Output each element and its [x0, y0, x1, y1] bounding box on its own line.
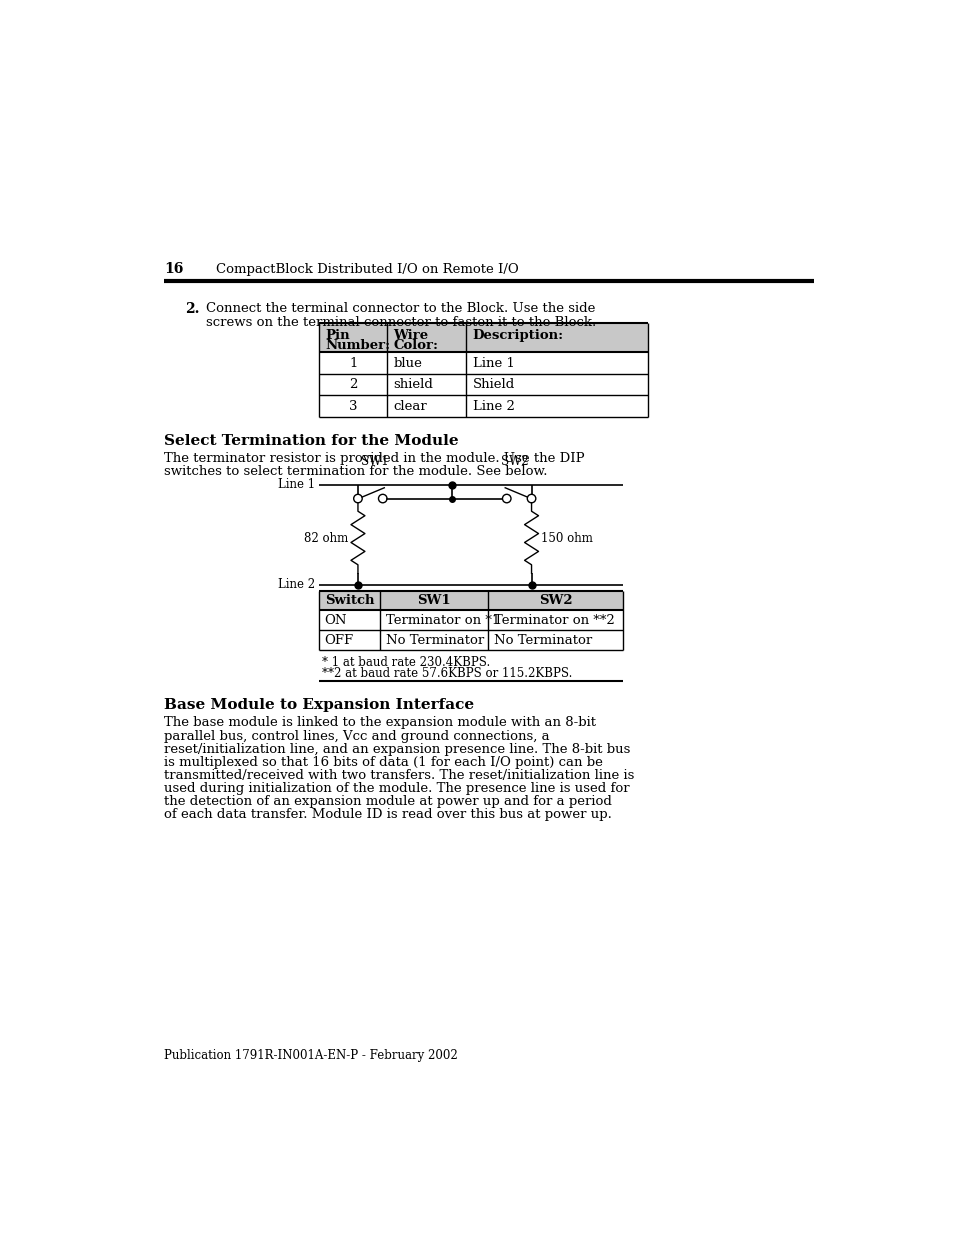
Text: SW1: SW1: [416, 594, 450, 608]
Text: OFF: OFF: [323, 634, 353, 647]
Text: Color:: Color:: [394, 340, 438, 352]
Text: Shield: Shield: [472, 378, 515, 391]
Bar: [319, 592, 622, 610]
Text: of each data transfer. Module ID is read over this bus at power up.: of each data transfer. Module ID is read…: [164, 808, 612, 821]
Text: Switch: Switch: [324, 594, 374, 608]
Text: No Terminator: No Terminator: [494, 634, 592, 647]
Text: 2: 2: [349, 378, 357, 391]
Text: parallel bus, control lines, Vcc and ground connections, a: parallel bus, control lines, Vcc and gro…: [164, 730, 549, 742]
Text: reset/initialization line, and an expansion presence line. The 8-bit bus: reset/initialization line, and an expans…: [164, 742, 630, 756]
Text: 1: 1: [349, 357, 357, 369]
Text: The base module is linked to the expansion module with an 8-bit: The base module is linked to the expansi…: [164, 716, 596, 730]
Text: is multiplexed so that 16 bits of data (1 for each I/O point) can be: is multiplexed so that 16 bits of data (…: [164, 756, 602, 768]
Text: Publication 1791R-IN001A-EN-P - February 2002: Publication 1791R-IN001A-EN-P - February…: [164, 1050, 457, 1062]
Text: Line 2: Line 2: [278, 578, 315, 592]
Text: screws on the terminal connector to fasten it to the Block.: screws on the terminal connector to fast…: [206, 316, 596, 329]
Text: 82 ohm: 82 ohm: [304, 531, 348, 545]
Text: transmitted/received with two transfers. The reset/initialization line is: transmitted/received with two transfers.…: [164, 769, 634, 782]
Text: Line 1: Line 1: [278, 478, 315, 492]
Text: 3: 3: [349, 400, 357, 412]
Text: CompactBlock Distributed I/O on Remote I/O: CompactBlock Distributed I/O on Remote I…: [216, 263, 518, 275]
Text: SW1: SW1: [361, 454, 389, 468]
Text: Number:: Number:: [325, 340, 390, 352]
Text: switches to select termination for the module. See below.: switches to select termination for the m…: [164, 466, 547, 478]
Text: * 1 at baud rate 230.4KBPS.: * 1 at baud rate 230.4KBPS.: [322, 656, 490, 669]
Text: Wire: Wire: [394, 330, 428, 342]
Text: Pin: Pin: [325, 330, 350, 342]
Text: blue: blue: [394, 357, 422, 369]
Text: Connect the terminal connector to the Block. Use the side: Connect the terminal connector to the Bl…: [206, 303, 595, 315]
Text: shield: shield: [394, 378, 433, 391]
Text: Base Module to Expansion Interface: Base Module to Expansion Interface: [164, 698, 474, 713]
Text: SW2: SW2: [500, 454, 528, 468]
Text: The terminator resistor is provided in the module. Use the DIP: The terminator resistor is provided in t…: [164, 452, 584, 466]
Text: Terminator on **2: Terminator on **2: [494, 614, 615, 626]
Text: Select Termination for the Module: Select Termination for the Module: [164, 433, 458, 448]
Text: clear: clear: [394, 400, 427, 412]
Text: SW2: SW2: [538, 594, 572, 608]
Bar: [319, 324, 647, 352]
Text: Line 2: Line 2: [472, 400, 514, 412]
Text: Terminator on *1: Terminator on *1: [385, 614, 499, 626]
Text: ON: ON: [323, 614, 346, 626]
Text: No Terminator: No Terminator: [385, 634, 483, 647]
Text: Line 1: Line 1: [472, 357, 514, 369]
Text: **2 at baud rate 57.6KBPS or 115.2KBPS.: **2 at baud rate 57.6KBPS or 115.2KBPS.: [322, 667, 572, 680]
Text: 2.: 2.: [185, 303, 199, 316]
Text: Description:: Description:: [472, 330, 563, 342]
Text: used during initialization of the module. The presence line is used for: used during initialization of the module…: [164, 782, 629, 795]
Text: 16: 16: [164, 262, 183, 275]
Text: 150 ohm: 150 ohm: [540, 531, 592, 545]
Text: the detection of an expansion module at power up and for a period: the detection of an expansion module at …: [164, 795, 612, 808]
